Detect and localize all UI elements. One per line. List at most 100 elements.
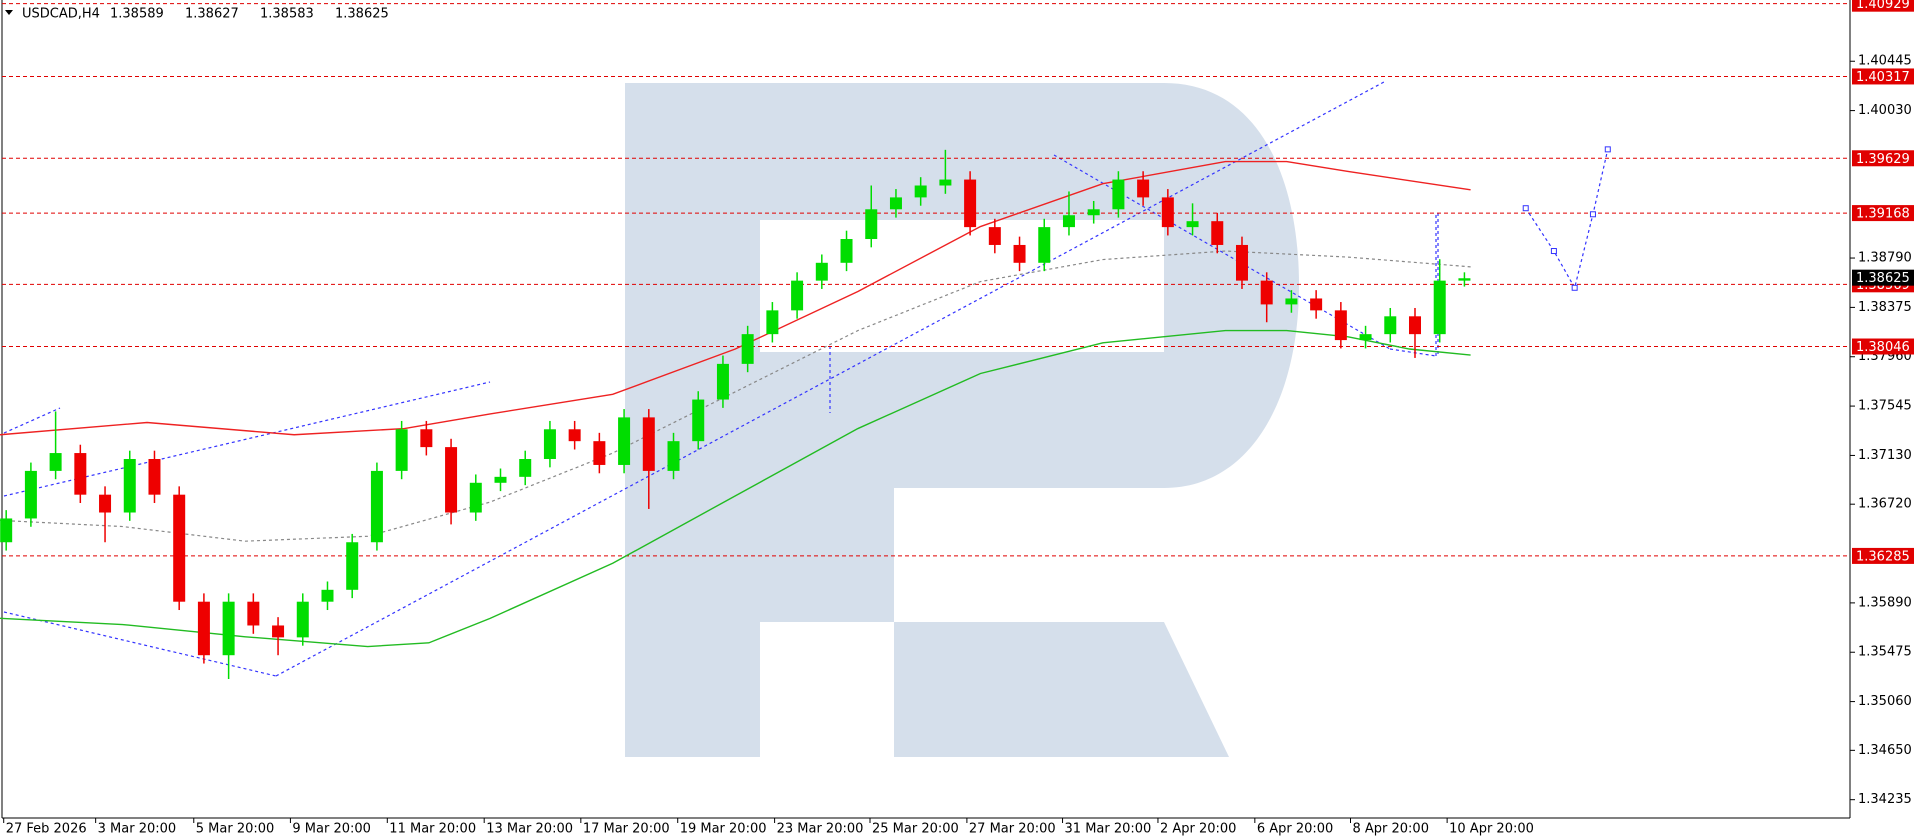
candle-body bbox=[840, 239, 853, 263]
level-label-bg bbox=[1852, 205, 1914, 222]
candle-body bbox=[716, 363, 729, 400]
candle-body bbox=[766, 310, 779, 335]
candle-body bbox=[74, 453, 87, 495]
quote-value: 1.38625 bbox=[335, 7, 389, 22]
level-label-bg bbox=[1852, 547, 1914, 564]
quote-value: 1.38627 bbox=[185, 7, 239, 22]
x-tick-label: 17 Mar 20:00 bbox=[583, 822, 670, 837]
level-label-bg bbox=[1852, 0, 1914, 12]
candle-body bbox=[99, 494, 112, 513]
candle-body bbox=[1310, 298, 1323, 311]
candle-body bbox=[420, 429, 433, 448]
candle-body bbox=[173, 494, 186, 602]
candle-body bbox=[1235, 244, 1248, 281]
candle-body bbox=[1334, 310, 1347, 341]
candle-body bbox=[123, 459, 136, 513]
menu-arrow bbox=[5, 10, 13, 15]
y-tick-label: 1.35475 bbox=[1858, 645, 1912, 660]
candle-body bbox=[395, 429, 408, 471]
y-tick-label: 1.37130 bbox=[1858, 448, 1912, 463]
y-tick-label: 1.40030 bbox=[1858, 103, 1912, 118]
candle-body bbox=[1285, 298, 1298, 305]
y-tick-label: 1.35060 bbox=[1858, 694, 1912, 709]
candle-body bbox=[1408, 316, 1421, 335]
level-label-bg bbox=[1852, 68, 1914, 85]
x-tick-label: 13 Mar 20:00 bbox=[486, 822, 573, 837]
candle-body bbox=[988, 227, 1001, 245]
candle-body bbox=[642, 417, 655, 471]
candle-body bbox=[148, 459, 161, 495]
channel-lines bbox=[3, 81, 1439, 677]
watermark-hole bbox=[760, 220, 1164, 352]
candle-body bbox=[1458, 278, 1471, 281]
watermark bbox=[625, 83, 1299, 757]
quote-value: 1.38589 bbox=[110, 7, 164, 22]
indicator-line bbox=[0, 160, 1471, 436]
forecast-point bbox=[1550, 248, 1557, 255]
x-tick-label: 5 Mar 20:00 bbox=[196, 822, 275, 837]
candle-body bbox=[618, 417, 631, 465]
candle-body bbox=[519, 459, 532, 477]
level-label: 1.39168 bbox=[1856, 207, 1910, 222]
x-tick-label: 11 Mar 20:00 bbox=[389, 822, 476, 837]
candle-body bbox=[370, 470, 383, 543]
candle-body bbox=[1211, 221, 1224, 245]
candle-body bbox=[1087, 209, 1100, 216]
x-tick-label: 27 Mar 20:00 bbox=[969, 822, 1056, 837]
candle-body bbox=[1186, 221, 1199, 228]
level-label-bg bbox=[1852, 150, 1914, 167]
candle-body bbox=[445, 447, 458, 513]
candle-body bbox=[1359, 334, 1372, 341]
candle-body bbox=[1038, 227, 1051, 263]
x-tick-label: 9 Mar 20:00 bbox=[292, 822, 371, 837]
candle-body bbox=[1433, 280, 1446, 335]
forecast-point bbox=[1571, 284, 1578, 291]
x-tick-label: 2 Apr 20:00 bbox=[1160, 822, 1237, 837]
candle-body bbox=[197, 601, 210, 656]
candle-body bbox=[939, 179, 952, 186]
level-label: 1.36285 bbox=[1856, 549, 1910, 564]
forecast-point bbox=[1589, 211, 1596, 218]
level-label: 1.39629 bbox=[1856, 152, 1910, 167]
indicator-line bbox=[0, 329, 1471, 648]
candle-body bbox=[964, 179, 977, 228]
candle-body bbox=[1062, 215, 1075, 228]
last-price-bg bbox=[1852, 269, 1914, 286]
candle-body bbox=[494, 476, 507, 483]
candle-body bbox=[543, 429, 556, 460]
candle-body bbox=[1161, 197, 1174, 228]
level-label: 1.40929 bbox=[1856, 0, 1910, 12]
candle-body bbox=[593, 441, 606, 465]
candle-body bbox=[321, 589, 334, 602]
x-tick-label: 8 Apr 20:00 bbox=[1352, 822, 1429, 837]
x-tick-label: 10 Apr 20:00 bbox=[1449, 822, 1534, 837]
x-tick-label: 25 Mar 20:00 bbox=[872, 822, 959, 837]
x-tick-label: 19 Mar 20:00 bbox=[680, 822, 767, 837]
candle-body bbox=[692, 399, 705, 442]
x-tick-label: 3 Mar 20:00 bbox=[98, 822, 177, 837]
y-tick-label: 1.38790 bbox=[1858, 251, 1912, 266]
x-tick-label: 31 Mar 20:00 bbox=[1065, 822, 1152, 837]
candle-body bbox=[1260, 280, 1273, 305]
candle-body bbox=[346, 542, 359, 590]
candle-body bbox=[791, 280, 804, 311]
candle-body bbox=[49, 453, 62, 471]
candle-body bbox=[1112, 179, 1125, 210]
y-tick-label: 1.34235 bbox=[1858, 792, 1912, 807]
candle-body bbox=[741, 334, 754, 364]
y-tick-label: 1.35890 bbox=[1858, 595, 1912, 610]
candle-body bbox=[815, 262, 828, 281]
quote-value: 1.38583 bbox=[260, 7, 314, 22]
x-tick-label: 23 Mar 20:00 bbox=[777, 822, 864, 837]
forecast-point bbox=[1604, 146, 1611, 153]
y-tick-label: 1.36720 bbox=[1858, 497, 1912, 512]
candle-body bbox=[0, 518, 13, 543]
indicator-line bbox=[1525, 149, 1609, 290]
level-label: 1.38046 bbox=[1856, 340, 1910, 355]
y-tick-label: 1.37545 bbox=[1858, 399, 1912, 414]
candle-body bbox=[247, 601, 260, 626]
candle-body bbox=[24, 470, 37, 519]
indicator-line bbox=[0, 250, 1471, 542]
level-label-bg bbox=[1852, 338, 1914, 355]
